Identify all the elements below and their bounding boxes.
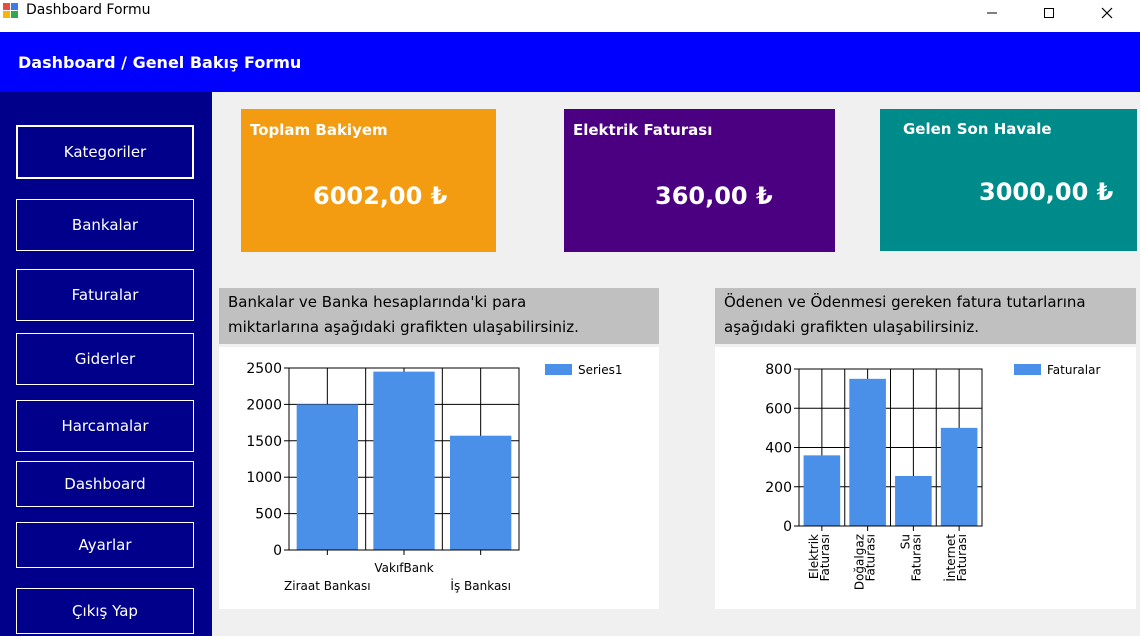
y-tick-label: 200 [765,480,792,496]
bar [296,404,358,550]
minimize-icon [987,12,997,14]
y-tick-label: 500 [255,507,282,523]
bar [373,371,435,550]
x-tick-label: VakıfBank [374,561,433,575]
sidebar: Kategoriler Bankalar Faturalar Giderler … [0,92,212,636]
y-tick-label: 400 [765,441,792,457]
bar [895,475,932,526]
close-button[interactable] [1078,0,1136,26]
y-tick-label: 600 [765,401,792,417]
x-tick-label: Faturası [909,534,923,581]
y-tick-label: 0 [273,543,282,559]
card-title: Elektrik Faturası [573,121,713,139]
caption-line: aşağıdaki grafikten ulaşabilirsiniz. [724,318,979,336]
card-title: Toplam Bakiyem [250,121,388,139]
x-tick-label: Elektrik [807,534,821,579]
window-title: Dashboard Formu [26,2,151,18]
x-tick-label: İş Bankası [450,578,510,593]
x-tick-label: Faturası [864,534,878,581]
bank-chart: 0 500 1000 1500 2000 2500 Ziraat Bankası VakıfB… [219,347,659,609]
sidebar-item-dashboard[interactable]: Dashboard [16,461,194,507]
y-tick-label: 1000 [246,470,282,486]
bank-chart-svg: 0 500 1000 1500 2000 2500 Ziraat BankasıVakıfB… [246,361,623,593]
bar [849,378,886,526]
sidebar-item-bankalar[interactable]: Bankalar [16,199,194,251]
title-bar: Dashboard Formu [0,0,1140,32]
x-tick-label: Doğalgaz [853,534,867,590]
y-tick-label: 800 [765,362,792,378]
sidebar-item-cikis-yap[interactable]: Çıkış Yap [16,588,194,634]
caption-line: Bankalar ve Banka hesaplarında'ki para [228,293,527,311]
maximize-icon [1044,8,1054,18]
caption-line: miktarlarına aşağıdaki grafikten ulaşabi… [228,318,579,336]
sidebar-item-kategoriler[interactable]: Kategoriler [16,125,194,179]
balance-card: Toplam Bakiyem 6002,00 ₺ [241,109,496,252]
close-icon [1101,7,1113,19]
y-tick-label: 2000 [246,397,282,413]
bill-chart: 0 200 400 600 800 Elektrik Faturası Doğalgaz Fat… [715,347,1136,609]
bar [450,435,512,550]
sidebar-item-ayarlar[interactable]: Ayarlar [16,522,194,568]
header-title: Dashboard / Genel Bakış Formu [18,53,302,72]
sidebar-item-faturalar[interactable]: Faturalar [16,269,194,321]
bar [803,455,841,526]
legend-swatch [545,364,572,375]
card-value: 6002,00 ₺ [313,182,448,210]
card-value: 360,00 ₺ [655,182,773,210]
y-tick-label: 0 [783,519,792,535]
x-tick-label: Ziraat Bankası [284,579,371,593]
legend-label: Faturalar [1047,363,1100,377]
caption-line: Ödenen ve Ödenmesi gereken fatura tutarl… [724,293,1086,311]
legend-swatch [1014,364,1041,375]
app-icon [3,3,19,19]
x-tick-label: Faturası [818,534,832,581]
x-tick-label: Su [898,534,912,549]
x-tick-label: İnternet [943,534,958,582]
y-tick-label: 1500 [246,434,282,450]
card-title: Gelen Son Havale [903,120,1052,138]
sidebar-item-giderler[interactable]: Giderler [16,333,194,385]
bank-chart-caption: Bankalar ve Banka hesaplarında'ki para m… [219,288,659,344]
bar [940,427,978,526]
legend-label: Series1 [578,363,623,377]
maximize-button[interactable] [1020,0,1078,26]
plot-border [288,367,520,551]
card-value: 3000,00 ₺ [979,178,1114,206]
plot-border [798,368,983,527]
y-tick-label: 2500 [246,361,282,377]
last-transfer-card: Gelen Son Havale 3000,00 ₺ [880,109,1137,251]
x-tick-label: Faturası [955,534,969,581]
bill-chart-caption: Ödenen ve Ödenmesi gereken fatura tutarl… [715,288,1136,344]
form-header: Dashboard / Genel Bakış Formu [0,32,1140,92]
electricity-bill-card: Elektrik Faturası 360,00 ₺ [564,109,835,252]
minimize-button[interactable] [963,0,1021,26]
sidebar-item-harcamalar[interactable]: Harcamalar [16,400,194,452]
